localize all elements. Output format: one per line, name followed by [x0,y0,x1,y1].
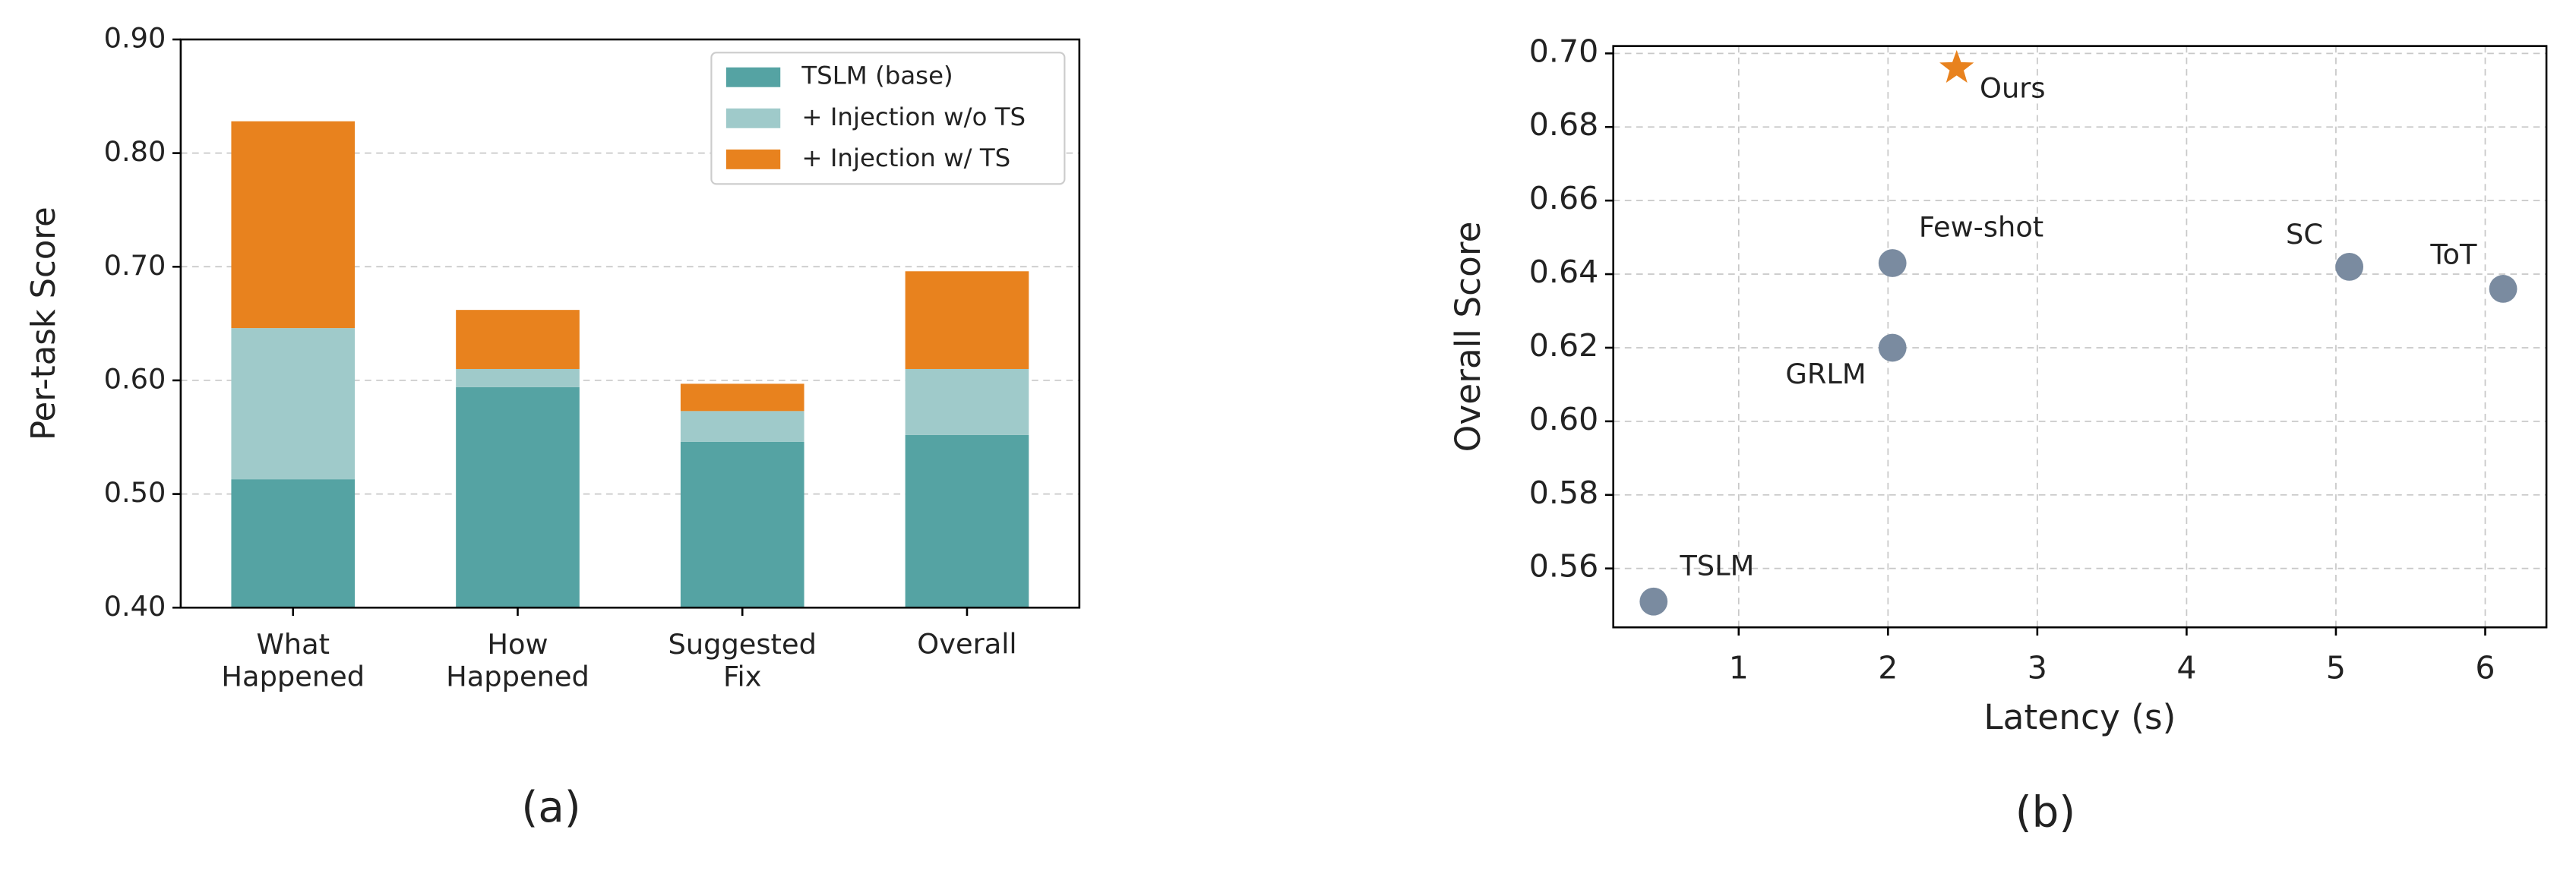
x-tick-label: 3 [2028,649,2047,686]
point [2335,252,2364,281]
y-tick-label: 0.90 [104,21,166,54]
y-tick-label: 0.58 [1529,475,1598,511]
y-tick-label: 0.60 [104,362,166,395]
x-tick-label: 5 [2326,649,2346,686]
bar-segment [231,328,356,480]
x-tick-label: 2 [1878,649,1898,686]
bar-segment [231,479,356,608]
bar-segment [905,434,1029,608]
y-axis-label: Per-task Score [25,207,63,440]
point [1878,333,1907,362]
legend: TSLM (base) + Injection w/o TS + Injection… [710,52,1066,185]
x-tick-label: How Happened [446,627,589,692]
point-label: SC [2286,218,2323,251]
x-tick-label: What Happened [221,627,365,692]
bar-segment [680,441,804,608]
x-tick-label: Suggested Fix [668,627,817,692]
bar-segment [456,386,580,608]
bar-segment [456,368,580,387]
point-label: ToT [2429,238,2477,271]
y-tick-label: 0.40 [104,590,166,623]
bar-segment [905,271,1029,369]
bar-segment [456,310,580,369]
y-tick-label: 0.62 [1529,327,1598,364]
y-tick-label: 0.70 [1529,33,1598,69]
y-tick-label: 0.56 [1529,548,1598,585]
legend-swatch [725,67,781,87]
legend-label: TSLM (base) [801,62,953,90]
caption: (b) [2015,787,2076,837]
y-tick-label: 0.60 [1529,401,1598,437]
x-tick-label: 6 [2475,649,2495,686]
legend-label: + Injection w/ TS [801,144,1010,172]
bar-segment [905,368,1029,435]
y-tick-label: 0.68 [1529,106,1598,143]
legend-frame [710,52,1066,185]
x-tick-label: 1 [1729,649,1749,686]
point-label: GRLM [1785,358,1866,390]
legend-swatch [725,149,781,169]
y-tick-label: 0.50 [104,476,166,509]
y-axis-label: Overall Score [1448,221,1488,452]
x-axis-label: Latency (s) [1983,697,2176,737]
x-tick-label: Overall [917,627,1016,660]
legend-swatch [725,108,781,128]
y-tick-label: 0.66 [1529,180,1598,216]
legend-label: + Injection w/o TS [801,103,1026,131]
point-label: Ours [1980,71,2045,104]
axes-frame [179,38,1081,609]
x-tick-label: 4 [2176,649,2196,686]
bar-segment [231,121,356,329]
point [1878,249,1907,277]
bar-segment [680,383,804,412]
point [2489,275,2518,303]
point [1939,49,1974,83]
y-tick-label: 0.70 [104,249,166,282]
bar-segment [680,411,804,442]
caption: (a) [521,783,580,832]
y-tick-label: 0.80 [104,135,166,168]
axes-frame [1612,45,2548,629]
point-label: TSLM [1679,549,1754,582]
y-tick-label: 0.64 [1529,254,1598,290]
point [1639,587,1668,616]
point-label: Few-shot [1919,211,2043,244]
